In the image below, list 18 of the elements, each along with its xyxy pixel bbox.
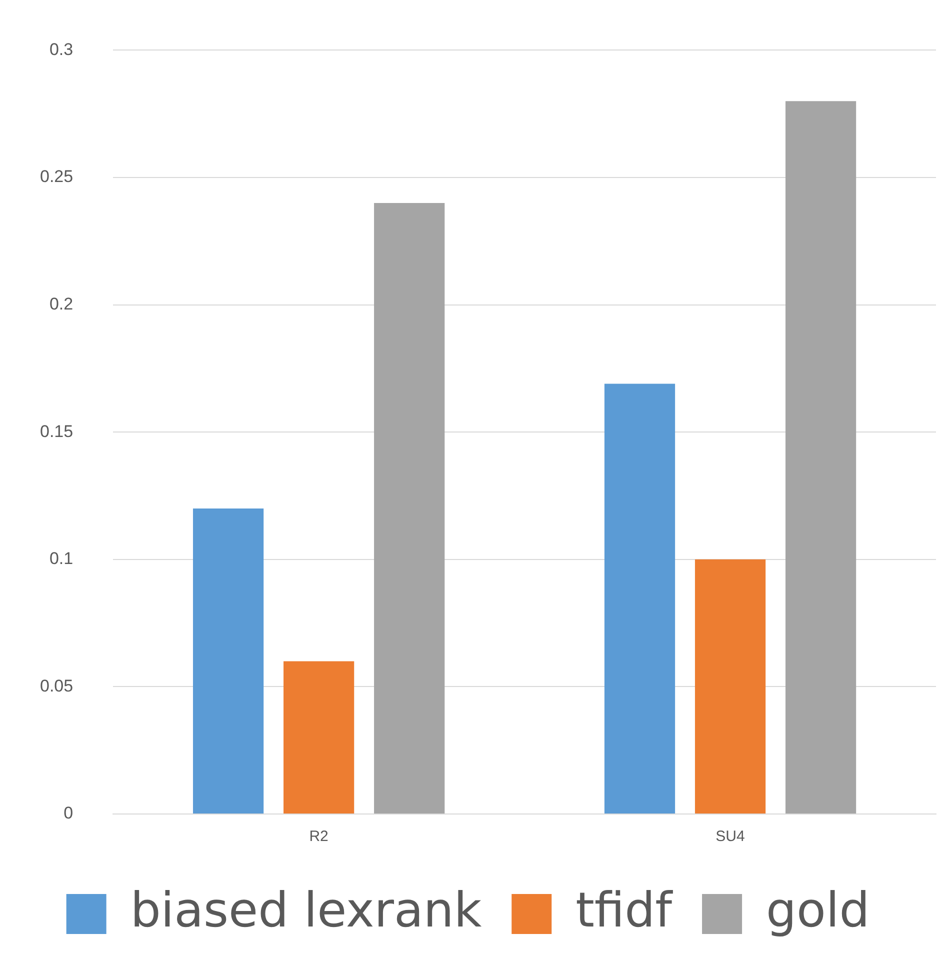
bar bbox=[192, 508, 264, 814]
bar bbox=[785, 101, 856, 814]
x-tick-label: R2 bbox=[309, 828, 328, 846]
bar bbox=[604, 384, 676, 814]
legend-label: biased lexrank bbox=[130, 882, 482, 938]
y-tick-label: 0 bbox=[64, 804, 74, 823]
y-tick-label: 0.3 bbox=[49, 40, 74, 59]
x-tick-label: SU4 bbox=[716, 828, 745, 846]
y-tick-label: 0.15 bbox=[40, 422, 74, 441]
y-tick-label: 0.2 bbox=[49, 294, 74, 314]
bar bbox=[374, 202, 445, 814]
bar bbox=[694, 559, 766, 814]
legend-label: tfidf bbox=[576, 882, 674, 938]
y-tick-label: 0.1 bbox=[49, 549, 74, 568]
y-tick-label: 0.05 bbox=[40, 676, 74, 696]
y-tick-label: 0.25 bbox=[40, 167, 74, 186]
legend-label: gold bbox=[766, 882, 870, 938]
bar bbox=[284, 661, 354, 814]
